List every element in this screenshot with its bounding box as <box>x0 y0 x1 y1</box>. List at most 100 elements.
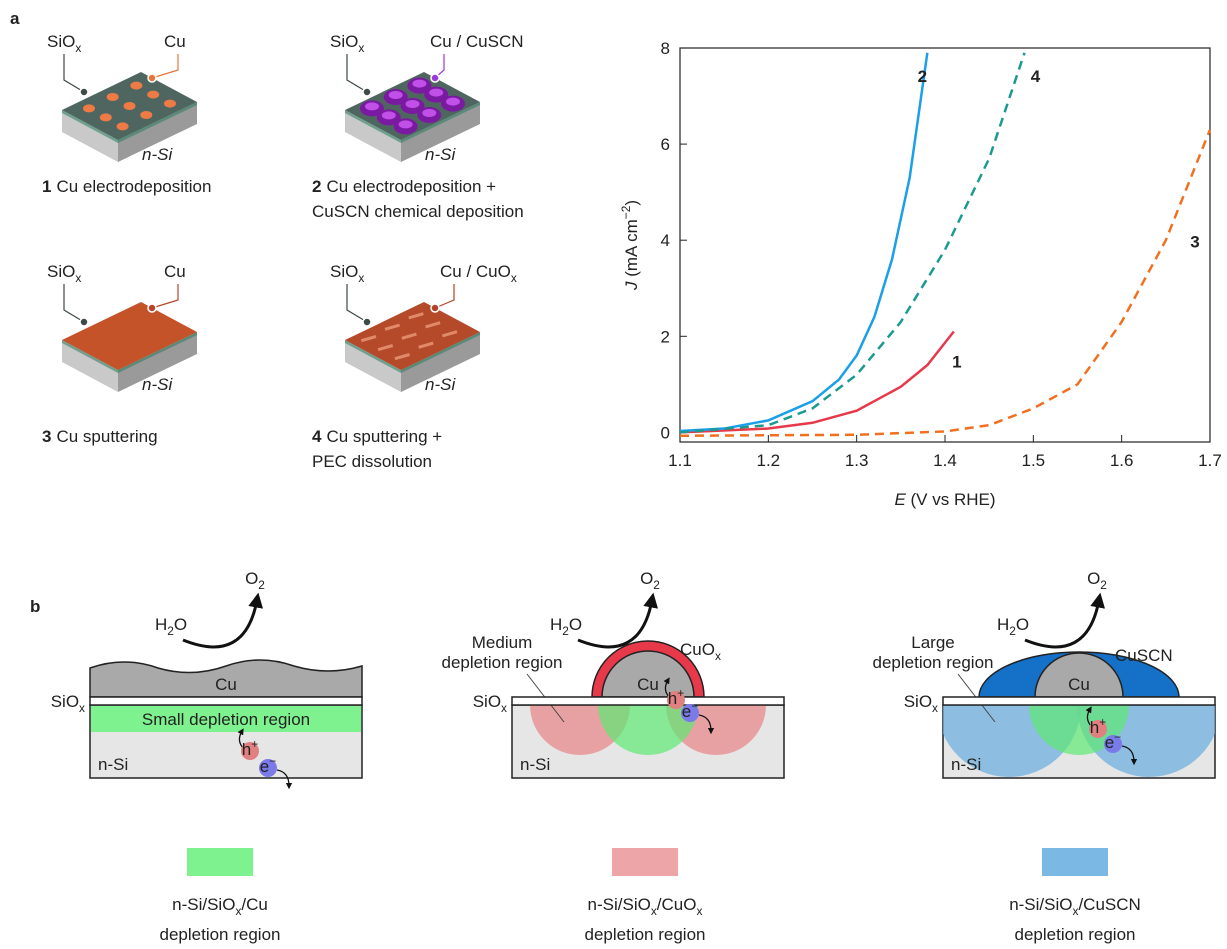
substrate-label: n-Si <box>951 755 981 774</box>
tile-side <box>118 332 197 392</box>
core-label: Cu <box>215 675 237 694</box>
callout-dot <box>79 317 89 327</box>
label-part: E <box>894 490 906 509</box>
hole-label: h+ <box>1090 715 1106 737</box>
panel-label: b <box>30 597 40 616</box>
particle <box>123 102 136 110</box>
depletion-region <box>1029 705 1129 755</box>
label-part: x <box>932 701 938 715</box>
particle <box>388 91 403 99</box>
particle <box>365 102 379 111</box>
label-part: e <box>260 757 269 776</box>
label-part: − <box>269 754 276 768</box>
label-part: 2 <box>562 624 569 638</box>
callout: Cu <box>164 32 186 51</box>
label-part: x <box>79 701 85 715</box>
callout: SiOx <box>330 32 364 55</box>
x-tick-label: 1.1 <box>668 451 692 470</box>
callout-dot <box>147 303 157 313</box>
tile-side <box>118 102 197 162</box>
callout-dot <box>430 73 440 83</box>
sample-desc: 4 Cu sputtering + <box>312 427 442 446</box>
tile-side <box>62 110 118 162</box>
particle <box>422 109 437 117</box>
oxide-label: SiOx <box>904 692 938 715</box>
label-part: h <box>668 689 677 708</box>
substrate-label: n-Si <box>142 375 173 394</box>
hole <box>241 742 259 760</box>
callout-dot <box>362 87 372 97</box>
carrier-arrow <box>1121 745 1138 766</box>
tile-side <box>401 102 480 162</box>
panel-label: a <box>10 9 20 28</box>
substrate-label: n-Si <box>98 755 128 774</box>
oxide <box>89 696 363 706</box>
label-part: x <box>696 904 702 918</box>
callout-dot <box>79 87 89 97</box>
label-part: −2 <box>619 205 633 219</box>
series-label: 4 <box>1031 67 1041 86</box>
label-part: x <box>651 904 657 918</box>
streak <box>401 332 417 340</box>
cu-layer <box>89 659 363 698</box>
hole <box>667 691 685 709</box>
shell-label: CuOx <box>680 640 721 663</box>
label-part: x <box>75 271 81 285</box>
label-part: e <box>1105 733 1114 752</box>
sample-desc: 2 Cu electrodeposition + <box>312 177 496 196</box>
substrate-label: n-Si <box>520 755 550 774</box>
depletion-region <box>598 705 698 755</box>
depletion-regions <box>530 705 766 755</box>
reactant: H2O <box>155 615 187 638</box>
particle <box>99 113 112 122</box>
label-part: x <box>235 904 241 918</box>
legend-label: depletion region <box>1015 925 1136 944</box>
legend-label: depletion region <box>160 925 281 944</box>
label-part: 2 <box>167 624 174 638</box>
substrate-label: n-Si <box>142 145 173 164</box>
sample-desc: CuSCN chemical deposition <box>312 202 524 221</box>
particle <box>147 90 160 99</box>
legend-label: depletion region <box>585 925 706 944</box>
series-label: 3 <box>1190 233 1199 252</box>
series-line <box>679 129 1212 438</box>
callout: SiOx <box>47 262 81 285</box>
core <box>601 650 695 698</box>
carrier-arrow <box>698 714 715 735</box>
depletion-regions <box>943 705 1215 777</box>
label-part: 2 <box>1009 624 1016 638</box>
label-part: ) <box>622 200 641 206</box>
x-tick-label: 1.4 <box>933 451 957 470</box>
tile-side <box>62 340 118 392</box>
x-tick-label: 1.7 <box>1198 451 1222 470</box>
label-part: x <box>358 41 364 55</box>
label-part: /CuO <box>657 895 697 914</box>
label-part: H <box>550 615 562 634</box>
legend-label: n-Si/SiOx/CuSCN <box>1009 895 1141 918</box>
label-part: /Cu <box>241 895 267 914</box>
tile-oxide <box>401 332 480 373</box>
callout-line <box>63 284 85 323</box>
label-part: O <box>569 615 582 634</box>
streak <box>360 335 377 343</box>
sample-number: 3 <box>42 427 51 446</box>
callout: Cu / CuSCN <box>430 32 524 51</box>
particle <box>429 88 444 97</box>
tile-oxide <box>401 102 480 143</box>
depletion-region <box>91 706 361 732</box>
series-line <box>679 52 1026 434</box>
label-part: O <box>174 615 187 634</box>
callout-dot <box>362 317 372 327</box>
tile-oxide <box>345 340 401 373</box>
callout: Cu / CuOx <box>440 262 517 285</box>
reaction-arrow <box>182 592 264 649</box>
label-part: n-Si/SiO <box>588 895 651 914</box>
legend-swatch <box>187 848 253 876</box>
core-label: Cu <box>1068 675 1090 694</box>
label-part: (mA cm <box>622 219 641 281</box>
y-tick-label: 0 <box>661 423 670 442</box>
callout-dot <box>147 73 157 83</box>
streak <box>394 353 410 361</box>
substrate-label: n-Si <box>425 145 456 164</box>
